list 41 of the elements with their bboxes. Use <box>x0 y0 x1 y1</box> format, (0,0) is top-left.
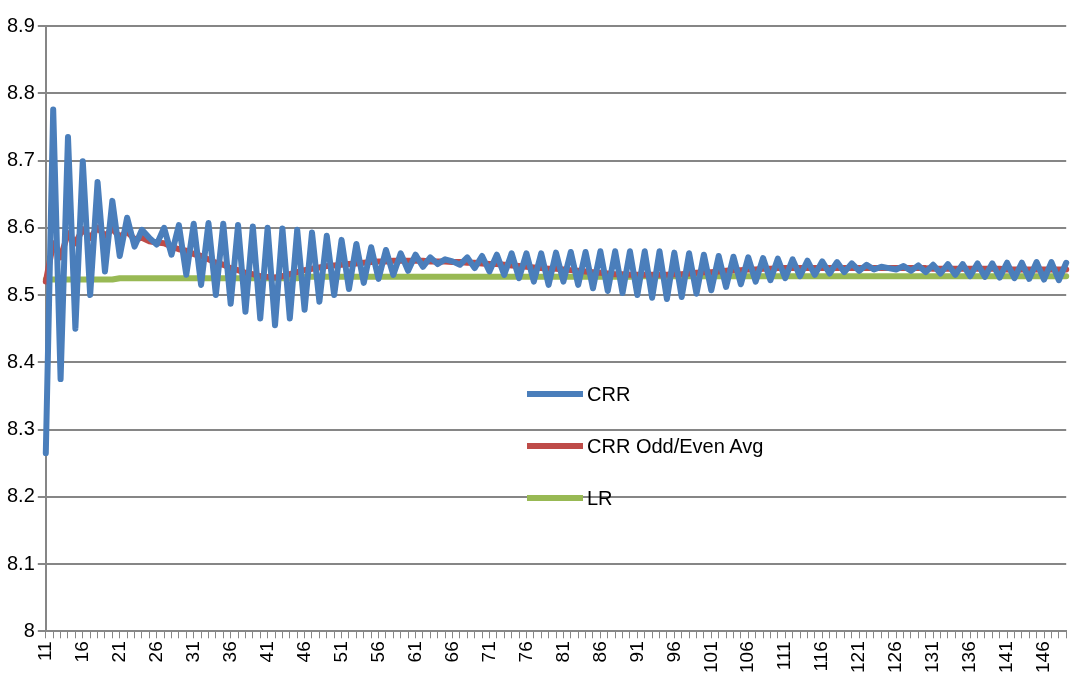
x-tick-label: 81 <box>551 641 573 663</box>
y-tick-label: 8.3 <box>6 417 35 440</box>
x-tick-label: 101 <box>699 641 721 673</box>
x-tick-label: 21 <box>107 641 129 663</box>
x-tick-label: 11 <box>34 641 56 662</box>
y-tick-label: 8.2 <box>6 484 35 507</box>
y-tick-label: 8.1 <box>6 551 35 574</box>
y-tick-label: 8.9 <box>6 13 35 36</box>
x-tick-label: 56 <box>366 641 388 663</box>
x-tick-label: 126 <box>884 641 906 673</box>
x-tick-label: 141 <box>995 641 1017 673</box>
y-tick-label: 8.6 <box>6 215 35 238</box>
x-tick-label: 76 <box>514 641 536 663</box>
x-tick-label: 16 <box>71 641 93 663</box>
legend-label: CRR <box>587 382 631 406</box>
x-tick-label: 41 <box>255 641 277 663</box>
x-tick-label: 111 <box>773 641 795 671</box>
y-tick-label: 8.4 <box>6 349 35 372</box>
x-tick-label: 61 <box>403 641 425 663</box>
x-tick-label: 26 <box>144 641 166 663</box>
x-tick-label: 146 <box>1032 641 1054 673</box>
x-tick-label: 91 <box>625 641 647 663</box>
x-tick-label: 36 <box>218 641 240 663</box>
x-tick-label: 96 <box>662 641 684 663</box>
x-tick-label: 121 <box>847 641 869 673</box>
y-tick-label: 8 <box>23 618 35 641</box>
x-tick-label: 46 <box>292 641 314 663</box>
x-tick-label: 131 <box>921 641 943 673</box>
x-tick-label: 106 <box>736 641 758 673</box>
x-tick-label: 31 <box>181 641 203 663</box>
y-tick-label: 8.5 <box>6 282 35 305</box>
x-tick-label: 71 <box>477 641 499 663</box>
legend-label: CRR Odd/Even Avg <box>587 434 764 458</box>
legend-label: LR <box>587 486 613 510</box>
y-tick-label: 8.8 <box>6 80 35 103</box>
x-tick-label: 86 <box>588 641 610 663</box>
x-tick-label: 136 <box>958 641 980 673</box>
x-tick-label: 66 <box>440 641 462 663</box>
x-tick-label: 116 <box>810 641 832 672</box>
y-tick-label: 8.7 <box>6 148 35 171</box>
x-tick-label: 51 <box>329 641 351 663</box>
